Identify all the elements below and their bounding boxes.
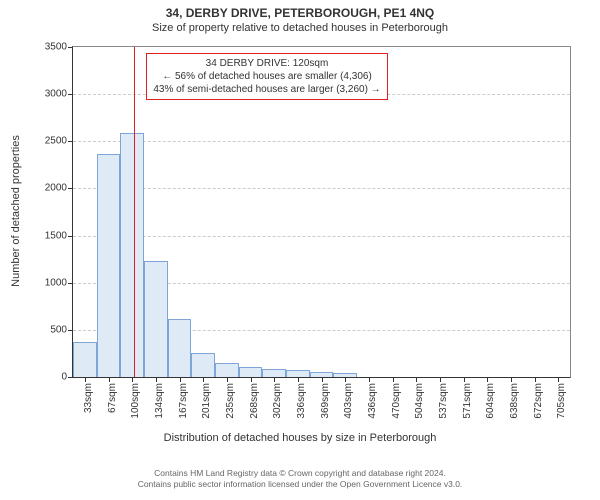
xtick-mark: [487, 377, 488, 382]
gridline: [73, 188, 570, 189]
bar: [168, 319, 192, 377]
ytick-label: 3500: [45, 42, 73, 53]
xtick-label: 100sqm: [130, 383, 141, 419]
bar: [144, 261, 168, 377]
ytick-label: 3000: [45, 89, 73, 100]
xtick-mark: [132, 377, 133, 382]
xtick-mark: [203, 377, 204, 382]
xtick-mark: [322, 377, 323, 382]
bar: [239, 367, 263, 377]
xtick-label: 436sqm: [367, 383, 378, 419]
footer-text: Contains HM Land Registry data © Crown c…: [0, 468, 600, 490]
xtick-mark: [274, 377, 275, 382]
xtick-mark: [227, 377, 228, 382]
footer-line-2: Contains public sector information licen…: [0, 479, 600, 490]
bar: [120, 133, 144, 377]
xtick-label: 403sqm: [343, 383, 354, 419]
title-line-1: 34, DERBY DRIVE, PETERBOROUGH, PE1 4NQ: [0, 6, 600, 20]
xtick-label: 235sqm: [225, 383, 236, 419]
xtick-mark: [511, 377, 512, 382]
xtick-mark: [345, 377, 346, 382]
title-line-2: Size of property relative to detached ho…: [0, 22, 600, 34]
ytick-label: 2000: [45, 183, 73, 194]
xtick-mark: [393, 377, 394, 382]
y-axis-label: Number of detached properties: [10, 135, 22, 287]
xtick-label: 604sqm: [485, 383, 496, 419]
xtick-label: 167sqm: [178, 383, 189, 419]
xtick-label: 571sqm: [462, 383, 473, 419]
annotation-line: 34 DERBY DRIVE: 120sqm: [153, 57, 380, 70]
xtick-mark: [558, 377, 559, 382]
ytick-label: 1000: [45, 277, 73, 288]
xtick-label: 134sqm: [154, 383, 165, 419]
x-axis-label: Distribution of detached houses by size …: [0, 432, 600, 444]
xtick-mark: [416, 377, 417, 382]
bar: [262, 369, 286, 377]
xtick-mark: [298, 377, 299, 382]
bar: [215, 363, 239, 377]
ytick-label: 1500: [45, 230, 73, 241]
xtick-mark: [251, 377, 252, 382]
plot-area: 050010001500200025003000350033sqm67sqm10…: [72, 46, 571, 378]
chart-container: 34, DERBY DRIVE, PETERBOROUGH, PE1 4NQ S…: [0, 0, 600, 500]
bar: [73, 342, 97, 377]
xtick-label: 638sqm: [509, 383, 520, 419]
xtick-label: 470sqm: [391, 383, 402, 419]
xtick-mark: [156, 377, 157, 382]
xtick-label: 369sqm: [320, 383, 331, 419]
xtick-label: 504sqm: [414, 383, 425, 419]
xtick-mark: [109, 377, 110, 382]
bar: [286, 370, 310, 377]
xtick-mark: [369, 377, 370, 382]
gridline: [73, 141, 570, 142]
xtick-mark: [464, 377, 465, 382]
ytick-label: 0: [61, 372, 73, 383]
annotation-box: 34 DERBY DRIVE: 120sqm← 56% of detached …: [146, 53, 387, 100]
xtick-mark: [440, 377, 441, 382]
xtick-label: 537sqm: [438, 383, 449, 419]
xtick-label: 201sqm: [201, 383, 212, 419]
reference-line: [134, 47, 135, 377]
xtick-mark: [180, 377, 181, 382]
xtick-label: 705sqm: [556, 383, 567, 419]
xtick-label: 268sqm: [249, 383, 260, 419]
xtick-label: 302sqm: [272, 383, 283, 419]
xtick-mark: [535, 377, 536, 382]
footer-line-1: Contains HM Land Registry data © Crown c…: [0, 468, 600, 479]
xtick-label: 336sqm: [296, 383, 307, 419]
ytick-label: 2500: [45, 136, 73, 147]
annotation-line: ← 56% of detached houses are smaller (4,…: [153, 70, 380, 83]
gridline: [73, 236, 570, 237]
xtick-label: 33sqm: [83, 383, 94, 413]
annotation-line: 43% of semi-detached houses are larger (…: [153, 83, 380, 96]
xtick-label: 672sqm: [533, 383, 544, 419]
xtick-label: 67sqm: [107, 383, 118, 413]
xtick-mark: [85, 377, 86, 382]
ytick-label: 500: [50, 324, 73, 335]
bar: [97, 154, 121, 377]
bar: [191, 353, 215, 378]
